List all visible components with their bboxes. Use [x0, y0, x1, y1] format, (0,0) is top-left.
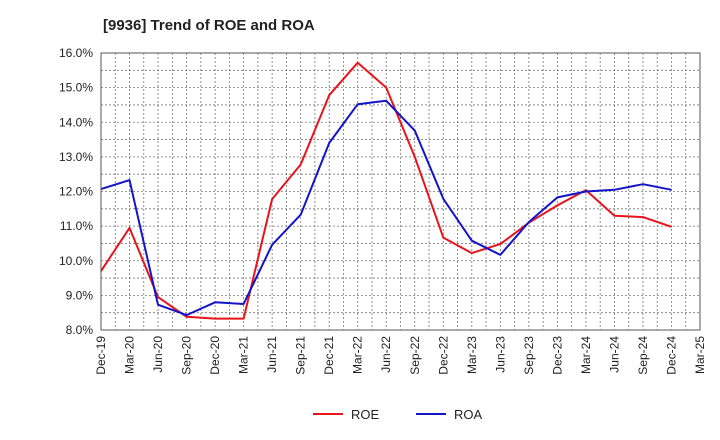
x-tick-label: Dec-24 — [664, 336, 678, 375]
y-tick-label: 13.0% — [59, 150, 93, 164]
legend-label-roe: ROE — [351, 407, 380, 422]
x-tick-label: Jun-20 — [151, 336, 165, 373]
x-tick-label: Dec-21 — [322, 336, 336, 375]
plot-frame — [100, 52, 701, 331]
y-tick-label: 12.0% — [59, 185, 93, 199]
y-tick-label: 11.0% — [60, 219, 93, 233]
y-tick-label: 15.0% — [59, 81, 93, 95]
x-tick-label: Sep-22 — [408, 336, 422, 375]
x-tick-label: Jun-24 — [607, 336, 621, 373]
y-tick-label: 14.0% — [59, 115, 93, 129]
x-axis-tick-labels: Dec-19 Mar-20 Jun-20 Sep-20 Dec-20 Mar-21 Jun-… — [94, 336, 707, 375]
x-tick-label: Jun-23 — [493, 336, 507, 373]
x-tick-label: Sep-20 — [180, 336, 194, 375]
y-tick-label: 9.0% — [66, 288, 94, 302]
legend-label-roa: ROA — [454, 407, 483, 422]
y-tick-label: 8.0% — [66, 323, 94, 337]
chart-title: [9936] Trend of ROE and ROA — [103, 17, 315, 34]
legend: ROE ROA — [313, 407, 483, 422]
x-tick-label: Jun-22 — [379, 336, 393, 373]
series-line-roe — [100, 61, 672, 320]
x-tick-label: Mar-21 — [237, 336, 251, 374]
x-tick-label: Sep-23 — [522, 336, 536, 375]
y-tick-label: 16.0% — [59, 46, 93, 60]
grid-lines — [100, 52, 701, 331]
x-tick-label: Mar-23 — [465, 336, 479, 374]
x-tick-label: Dec-22 — [436, 336, 450, 375]
x-tick-label: Sep-24 — [636, 336, 650, 375]
series-lines — [100, 61, 672, 320]
x-tick-label: Mar-25 — [693, 336, 707, 374]
x-tick-label: Mar-24 — [579, 336, 593, 374]
x-tick-label: Mar-22 — [351, 336, 365, 374]
x-tick-label: Sep-21 — [294, 336, 308, 375]
x-tick-label: Jun-21 — [265, 336, 279, 373]
x-tick-label: Dec-19 — [94, 336, 108, 375]
y-tick-label: 10.0% — [59, 254, 93, 268]
x-tick-label: Dec-23 — [550, 336, 564, 375]
y-axis-tick-labels: 8.0% 9.0% 10.0% 11.0% 12.0% 13.0% 14.0% 15.0% 16… — [59, 46, 93, 337]
x-tick-label: Mar-20 — [123, 336, 137, 374]
x-tick-label: Dec-20 — [208, 336, 222, 375]
series-line-roa — [100, 99, 672, 317]
